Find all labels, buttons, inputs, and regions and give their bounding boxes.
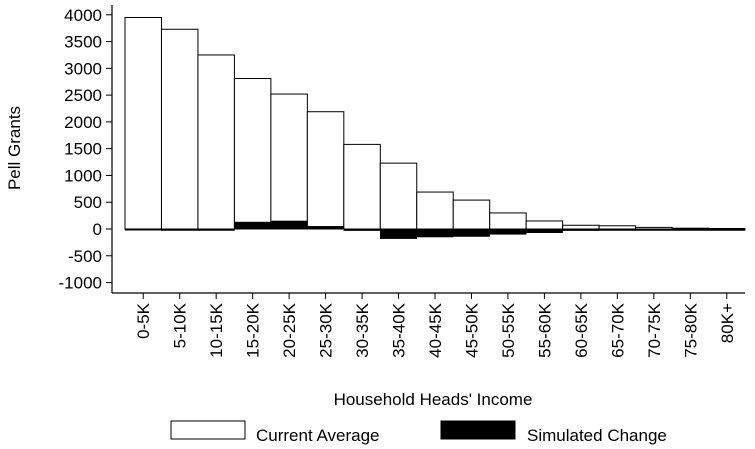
x-axis-ticks: 0-5K 5-10K 10-15K 15-20K 20-25K 25-30K 30-35K 3…: [134, 293, 737, 358]
bar-simulated-change: [270, 220, 308, 230]
bar-simulated-change: [671, 228, 709, 231]
bar-current-average: [270, 93, 308, 230]
bar-simulated-change: [562, 228, 600, 231]
x-tick-label: 80K+: [718, 303, 737, 343]
bar-simulated-change: [416, 228, 454, 238]
x-tick-label: 5-10K: [171, 302, 190, 348]
bar-current-average: [489, 212, 527, 230]
x-tick-label: 10-15K: [207, 302, 226, 357]
x-tick-label: 45-50K: [462, 302, 481, 357]
bar-current-average: [306, 111, 345, 230]
x-tick-label: 55-60K: [535, 302, 554, 357]
bar-simulated-change: [598, 228, 636, 231]
x-tick-label: 75-80K: [681, 302, 700, 357]
y-tick-label: 2500: [64, 86, 102, 105]
legend-label-simulated-change: Simulated Change: [527, 426, 667, 445]
bar-current-average: [160, 28, 199, 230]
y-tick-label: -500: [68, 247, 102, 266]
x-tick-label: 30-35K: [353, 302, 372, 357]
bar-simulated-change: [452, 228, 490, 237]
legend-swatch-simulated-change: [440, 420, 516, 440]
current-average-bars: [124, 16, 746, 230]
bar-current-average: [197, 54, 235, 230]
bar-current-average: [562, 224, 600, 230]
legend: Current Average Simulated Change: [170, 420, 667, 445]
y-tick-label: 3500: [64, 33, 102, 52]
bar-simulated-change: [708, 228, 746, 231]
bar-simulated-change: [197, 228, 235, 231]
bar-current-average: [452, 199, 491, 230]
y-tick-label: 500: [74, 193, 102, 212]
bar-current-average: [598, 225, 637, 230]
x-tick-label: 65-70K: [608, 302, 627, 357]
bar-simulated-change: [307, 226, 345, 230]
bar-simulated-change: [525, 228, 563, 233]
bar-current-average: [343, 143, 381, 230]
legend-swatch-current-average: [170, 420, 246, 440]
bar-current-average: [233, 78, 272, 230]
legend-label-current-average: Current Average: [256, 426, 379, 445]
x-tick-label: 70-75K: [645, 302, 664, 357]
x-tick-label: 40-45K: [426, 302, 445, 357]
y-axis-label: Pell Grants: [5, 106, 24, 190]
bar-current-average: [124, 16, 162, 230]
x-tick-label: 20-25K: [280, 302, 299, 357]
bar-current-average: [525, 220, 564, 230]
x-tick-label: 60-65K: [572, 302, 591, 357]
bar-simulated-change: [124, 228, 162, 231]
y-tick-label: 3000: [64, 59, 102, 78]
bar-current-average: [379, 162, 418, 230]
y-tick-label: 1000: [64, 166, 102, 185]
bar-simulated-change: [489, 228, 527, 235]
x-axis-label: Household Heads' Income: [334, 390, 533, 409]
y-tick-label: 2000: [64, 113, 102, 132]
bar-current-average: [416, 191, 454, 230]
y-tick-label: 1500: [64, 140, 102, 159]
y-axis-ticks: 4000 3500 3000 2500 2000 1500 1000 500 0 -500 -100…: [59, 6, 112, 293]
x-tick-label: 0-5K: [134, 302, 153, 339]
y-tick-label: -1000: [59, 274, 102, 293]
y-tick-label: 4000: [64, 6, 102, 25]
x-tick-label: 35-40K: [390, 302, 409, 357]
simulated-change-bars: [124, 220, 746, 239]
bar-simulated-change: [380, 228, 418, 239]
bar-simulated-change: [161, 228, 199, 231]
bar-simulated-change: [635, 228, 673, 231]
x-tick-label: 25-30K: [317, 302, 336, 357]
y-tick-label: 0: [93, 220, 102, 239]
x-tick-label: 15-20K: [244, 302, 263, 357]
x-tick-label: 50-55K: [499, 302, 518, 357]
bar-simulated-change: [234, 221, 272, 230]
bar-simulated-change: [343, 228, 381, 231]
